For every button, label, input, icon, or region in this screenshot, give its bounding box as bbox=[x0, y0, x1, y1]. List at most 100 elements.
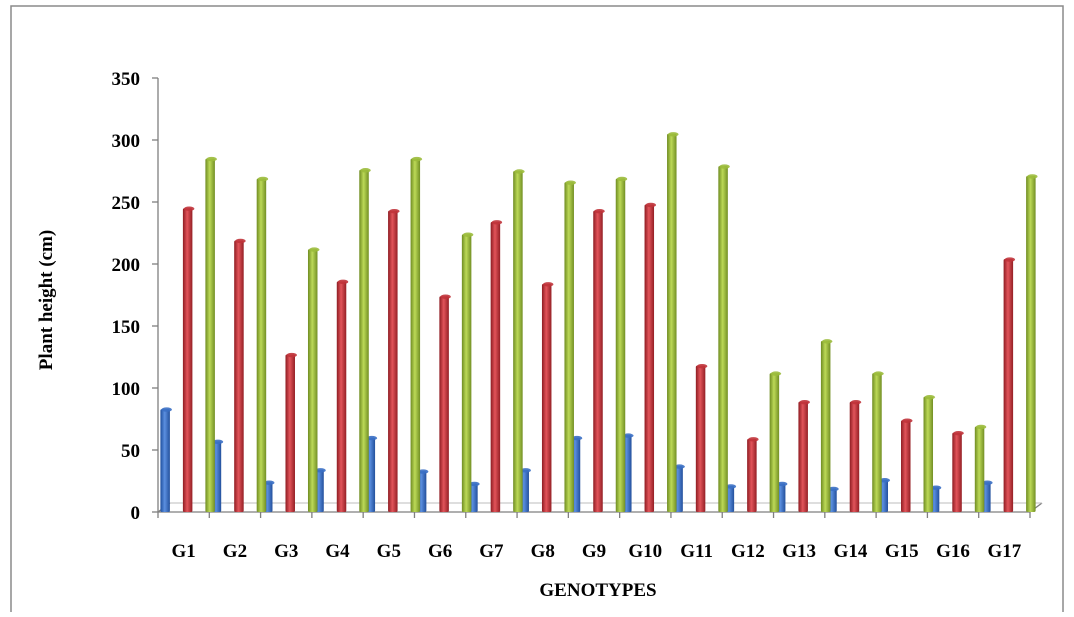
bar-top bbox=[514, 169, 525, 174]
bar bbox=[307, 249, 318, 512]
bar bbox=[359, 169, 369, 512]
bar-top bbox=[315, 468, 326, 473]
x-tick-label: G7 bbox=[479, 541, 504, 562]
x-tick-label: G6 bbox=[428, 541, 452, 562]
bar-top bbox=[183, 206, 195, 211]
x-tick-label: G14 bbox=[834, 541, 868, 562]
bar-top bbox=[902, 418, 913, 423]
x-tick-label: G10 bbox=[628, 541, 662, 562]
x-tick-label: G12 bbox=[731, 541, 765, 562]
bar-top bbox=[982, 480, 993, 485]
x-tick-label: G1 bbox=[172, 541, 196, 562]
bar bbox=[798, 401, 808, 512]
x-tick-label: G17 bbox=[987, 541, 1021, 562]
bar bbox=[490, 221, 501, 512]
bar-top bbox=[1004, 257, 1016, 262]
bar-top bbox=[748, 437, 759, 442]
x-tick-label: G4 bbox=[325, 541, 350, 562]
bar bbox=[336, 281, 347, 512]
x-tick-label: G13 bbox=[782, 541, 816, 562]
bar-top bbox=[696, 363, 708, 369]
bar bbox=[747, 438, 757, 512]
y-tick-label: 150 bbox=[112, 317, 141, 338]
bar-top bbox=[161, 407, 172, 412]
bar bbox=[513, 171, 523, 512]
bar bbox=[234, 240, 244, 512]
bar bbox=[160, 409, 170, 512]
bar-top bbox=[263, 480, 275, 485]
bar bbox=[285, 354, 295, 512]
bar-top bbox=[930, 485, 942, 490]
bar bbox=[769, 373, 780, 512]
bar-top bbox=[389, 208, 400, 214]
bar-top bbox=[850, 399, 862, 405]
bar-top bbox=[571, 435, 583, 441]
bar-top bbox=[337, 279, 349, 285]
bar-top bbox=[212, 439, 224, 445]
bar-top bbox=[616, 176, 628, 182]
bar-top bbox=[924, 394, 936, 400]
bar-top bbox=[565, 180, 576, 185]
y-tick-label: 250 bbox=[112, 193, 141, 214]
bar bbox=[256, 178, 267, 512]
bar bbox=[820, 340, 831, 512]
x-axis-label: GENOTYPES bbox=[539, 580, 656, 601]
bar-top bbox=[828, 486, 839, 492]
bar-top bbox=[417, 469, 429, 474]
labels: GENOTYPES Plant height (cm) bbox=[36, 230, 657, 601]
bar bbox=[205, 158, 215, 512]
y-tick-label: 100 bbox=[112, 379, 141, 400]
bar-top bbox=[953, 430, 964, 436]
bar bbox=[849, 401, 860, 512]
bar-top bbox=[725, 484, 737, 489]
bar-top bbox=[799, 399, 810, 405]
bar-top bbox=[668, 132, 679, 137]
x-tick-label: G3 bbox=[274, 541, 298, 562]
bar-top bbox=[776, 481, 788, 487]
bar-top bbox=[623, 433, 634, 438]
bar-top bbox=[542, 282, 554, 287]
bar-top bbox=[645, 202, 657, 208]
bar-top bbox=[462, 232, 474, 237]
x-tick-label: G5 bbox=[377, 541, 401, 562]
bar bbox=[1026, 175, 1036, 512]
bar-top bbox=[719, 164, 730, 169]
bar-top bbox=[770, 371, 782, 376]
bar bbox=[872, 373, 882, 512]
bar-top bbox=[520, 468, 531, 473]
bar bbox=[667, 133, 677, 513]
bar bbox=[718, 166, 728, 513]
x-tick-label: G16 bbox=[936, 541, 970, 562]
bar bbox=[923, 396, 934, 512]
bar-top bbox=[308, 247, 320, 252]
x-tick-label: G2 bbox=[223, 541, 247, 562]
bar-top bbox=[975, 424, 987, 430]
y-tick-label: 50 bbox=[121, 441, 140, 462]
bar bbox=[541, 283, 552, 512]
x-tick-label: G15 bbox=[885, 541, 919, 562]
bar bbox=[644, 204, 655, 513]
bar-top bbox=[206, 156, 217, 162]
bar bbox=[615, 178, 626, 512]
y-tick-label: 200 bbox=[112, 255, 141, 276]
axes: 0 50 100 150 200 250 300 350 G1 G2 G3 G4 G5 G6 G7 G8 G9 G… bbox=[112, 69, 1043, 562]
bar-top bbox=[360, 168, 371, 173]
x-tick-label: G8 bbox=[531, 541, 555, 562]
bar bbox=[952, 432, 962, 512]
bar-top bbox=[873, 371, 884, 376]
y-tick-label: 300 bbox=[112, 131, 141, 152]
y-tick-label: 350 bbox=[112, 69, 141, 90]
bar bbox=[593, 210, 603, 512]
bar bbox=[439, 296, 449, 512]
x-tick-label: G9 bbox=[582, 541, 606, 562]
bar-top bbox=[411, 156, 423, 162]
bar-top bbox=[594, 208, 605, 214]
bar-top bbox=[821, 339, 833, 344]
bar-top bbox=[366, 435, 378, 441]
y-tick-label: 0 bbox=[131, 503, 141, 524]
bar-top bbox=[674, 464, 685, 469]
x-tick-label: G11 bbox=[680, 541, 713, 562]
bar bbox=[388, 210, 398, 512]
bar bbox=[974, 426, 985, 512]
